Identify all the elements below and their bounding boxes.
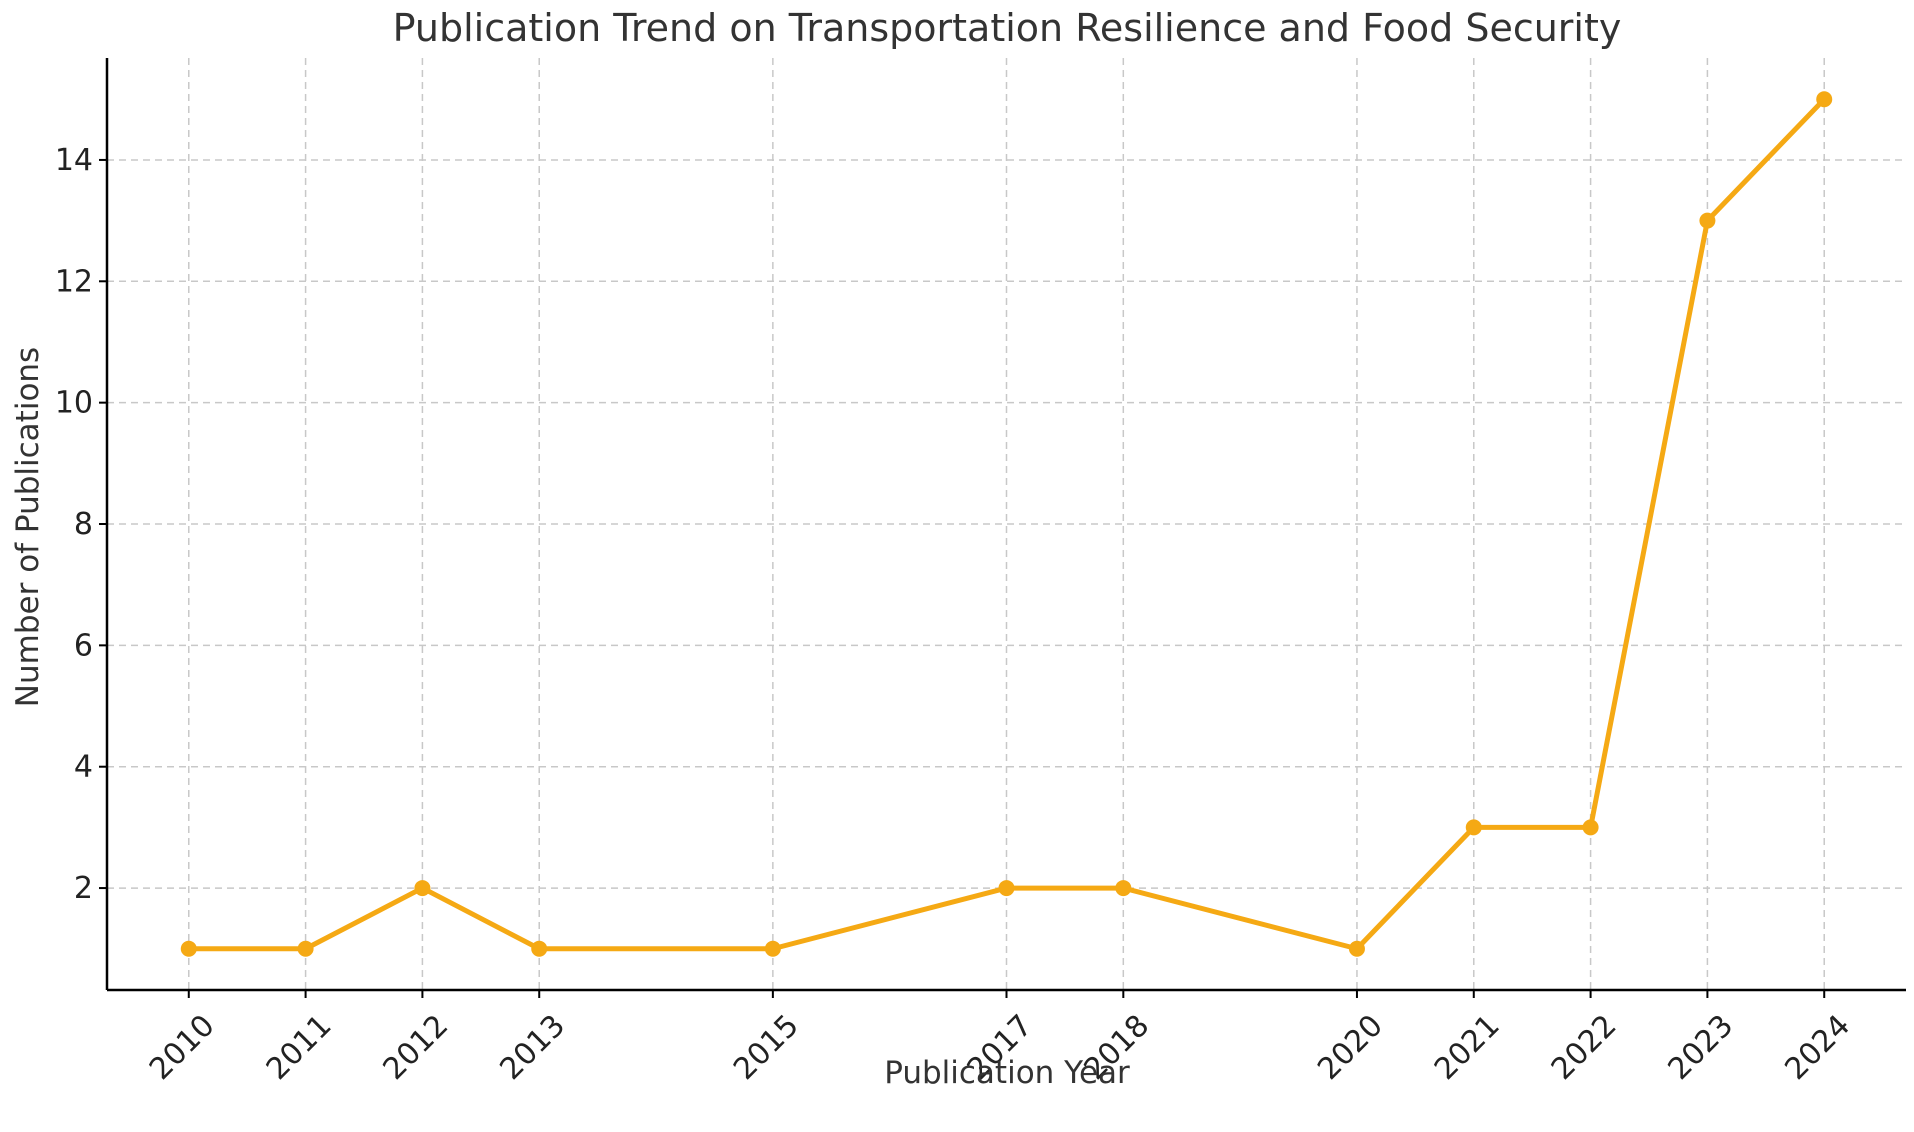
data-point xyxy=(1816,91,1833,108)
data-point xyxy=(998,880,1015,897)
x-tick-label: 2013 xyxy=(493,1008,572,1087)
x-tick-label: 2023 xyxy=(1662,1008,1741,1087)
x-tick-label: 2015 xyxy=(727,1008,806,1087)
y-tick-label: 14 xyxy=(55,143,93,178)
data-point xyxy=(531,940,548,957)
x-tick-label: 2022 xyxy=(1545,1008,1624,1087)
x-axis-label: Publication Year xyxy=(884,1055,1130,1091)
data-point xyxy=(1115,880,1132,897)
grid xyxy=(107,58,1906,990)
y-tick-label: 8 xyxy=(74,507,93,542)
y-tick-label: 12 xyxy=(55,264,93,299)
x-tick-label: 2021 xyxy=(1428,1008,1507,1087)
x-tick-label: 2020 xyxy=(1311,1008,1390,1087)
data-point xyxy=(1699,212,1716,229)
data-point xyxy=(764,940,781,957)
data-point xyxy=(1465,819,1482,836)
y-tick-label: 10 xyxy=(55,386,93,421)
x-tick-label: 2010 xyxy=(143,1008,222,1087)
series xyxy=(180,91,1833,957)
data-point xyxy=(1348,940,1365,957)
x-tick-label: 2011 xyxy=(260,1008,339,1087)
y-tick-label: 4 xyxy=(74,750,93,785)
y-axis-label: Number of Publications xyxy=(10,347,46,707)
data-point xyxy=(297,940,314,957)
chart-title: Publication Trend on Transportation Resi… xyxy=(393,6,1622,50)
y-tick-label: 2 xyxy=(74,871,93,906)
data-point xyxy=(414,880,431,897)
series-line xyxy=(186,96,1827,952)
y-tick-label: 6 xyxy=(74,628,93,663)
data-point xyxy=(1582,819,1599,836)
x-tick-label: 2024 xyxy=(1778,1008,1857,1087)
data-point xyxy=(180,940,197,957)
x-tick-label: 2012 xyxy=(377,1008,456,1087)
